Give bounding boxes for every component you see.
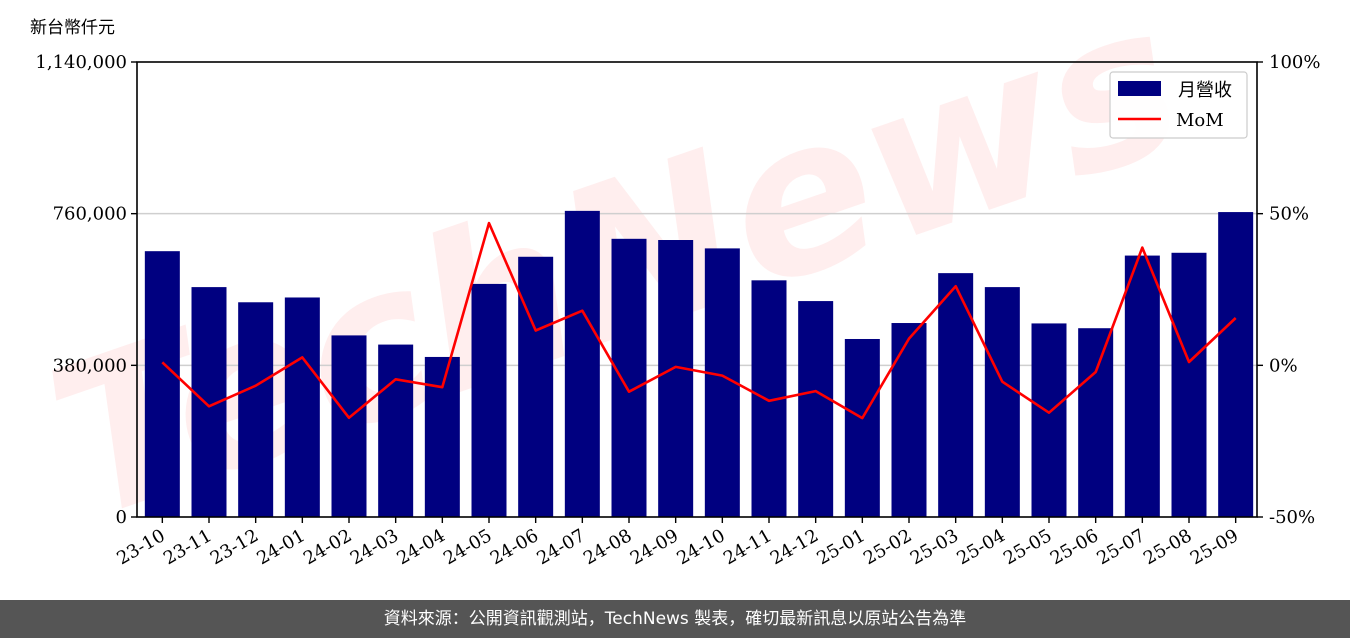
bar-24-04	[424, 356, 460, 517]
right-tick-label: 0%	[1269, 355, 1298, 376]
legend-label-mom: MoM	[1176, 110, 1224, 131]
bar-25-04	[984, 287, 1020, 517]
bar-25-05	[1031, 323, 1067, 517]
right-tick-label: 50%	[1269, 204, 1309, 225]
x-tick-label-25-02: 25-02	[860, 525, 915, 569]
x-tick-label-24-10: 24-10	[673, 525, 728, 569]
legend: 月營收 MoM	[1109, 71, 1248, 139]
legend-swatch-bar	[1118, 81, 1161, 96]
x-tick-label-25-05: 25-05	[1000, 525, 1055, 569]
x-tick-label-25-03: 25-03	[907, 525, 962, 569]
bar-25-07	[1124, 255, 1160, 517]
x-tick-label-24-07: 24-07	[533, 525, 588, 569]
x-tick-label-25-04: 25-04	[953, 525, 1008, 569]
revenue-chart: TechNews 0380,000760,0001,140,000-50%0%5…	[23, 0, 1320, 569]
x-tick-label-24-08: 24-08	[580, 525, 635, 569]
x-tick-label-24-06: 24-06	[487, 525, 542, 569]
bar-25-08	[1171, 252, 1207, 517]
legend-label-revenue: 月營收	[1178, 80, 1232, 101]
footer-source-note: 資料來源：公開資訊觀測站，TechNews 製表，確切最新訊息以原站公告為準	[0, 600, 1350, 638]
bar-25-03	[938, 273, 974, 517]
bar-23-12	[238, 302, 274, 517]
y-axis-label: 新台幣仟元	[30, 18, 115, 38]
bar-24-06	[518, 256, 554, 517]
bar-series	[144, 210, 1254, 517]
line-series	[161, 221, 1237, 420]
bar-24-07	[564, 210, 600, 517]
x-tick-label-25-08: 25-08	[1140, 525, 1195, 569]
bar-24-01	[284, 297, 320, 517]
mom-line	[161, 221, 1237, 420]
bar-25-06	[1078, 328, 1114, 517]
x-tick-label-24-01: 24-01	[253, 525, 308, 569]
right-tick-label: -50%	[1269, 507, 1315, 528]
bar-24-02	[331, 335, 367, 517]
x-tick-label-24-02: 24-02	[300, 525, 355, 569]
bar-24-09	[658, 240, 694, 517]
bar-25-02	[891, 323, 927, 517]
x-tick-label-24-09: 24-09	[627, 525, 682, 569]
x-tick-label-25-01: 25-01	[813, 525, 868, 569]
x-tick-label-25-09: 25-09	[1187, 525, 1242, 569]
plot-frame	[136, 61, 1258, 518]
right-tick-label: 100%	[1269, 52, 1320, 73]
x-tick-label-24-04: 24-04	[393, 525, 448, 569]
x-tick-label-24-11: 24-11	[720, 525, 775, 569]
bar-24-12	[798, 301, 834, 517]
bar-23-10	[144, 251, 180, 517]
bar-24-08	[611, 238, 647, 517]
bar-25-01	[844, 338, 880, 517]
x-tick-label-24-03: 24-03	[347, 525, 402, 569]
x-tick-label-23-12: 23-12	[207, 525, 262, 569]
x-tick-label-24-12: 24-12	[767, 525, 822, 569]
bar-24-03	[378, 344, 414, 517]
x-tick-label-25-06: 25-06	[1047, 525, 1102, 569]
x-tick-label-25-07: 25-07	[1093, 525, 1148, 569]
left-tick-label: 760,000	[53, 204, 127, 225]
bar-25-09	[1218, 212, 1254, 517]
left-tick-label: 0	[116, 507, 127, 528]
left-tick-label: 380,000	[53, 355, 127, 376]
bar-24-05	[471, 283, 507, 517]
x-tick-label-24-05: 24-05	[440, 525, 495, 569]
left-tick-label: 1,140,000	[35, 52, 127, 73]
grid-lines	[137, 212, 1257, 367]
